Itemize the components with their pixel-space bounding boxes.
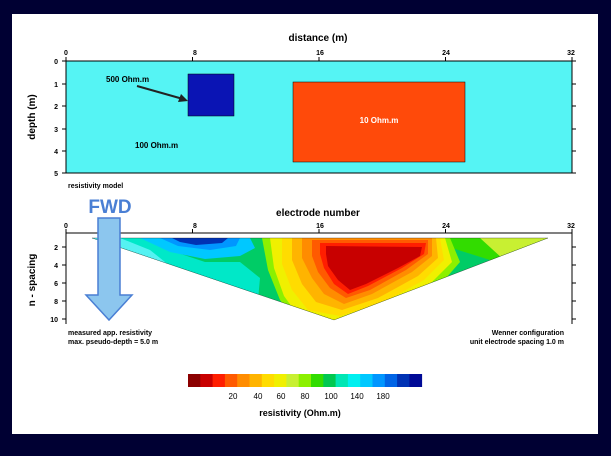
block-10-ohm [292, 81, 466, 163]
colorbar-swatches [188, 374, 423, 387]
colorbar-swatch [212, 374, 226, 387]
pseudo-x-tick-label: 8 [193, 223, 197, 230]
label-500-ohm: 500 Ohm.m [106, 75, 149, 84]
colorbar-swatch [200, 374, 213, 387]
colorbar-swatch [286, 374, 300, 387]
model-y-label: depth (m) [27, 94, 38, 140]
colorbar-swatch [372, 374, 386, 387]
pseudo-x-tick-label: 16 [316, 223, 324, 230]
arrow-500-ohm-head [178, 94, 188, 102]
colorbar-tick-label: 80 [301, 392, 310, 401]
colorbar-swatch [397, 374, 410, 387]
pseudosection-outline [91, 237, 549, 321]
fwd-arrow [84, 217, 134, 322]
model-x-tick-label: 32 [567, 50, 575, 57]
pseudo-y-tick-label: 6 [54, 281, 58, 288]
colorbar-swatch [274, 374, 287, 387]
pseudo-y-tick-label: 8 [54, 299, 58, 306]
colorbar-tick-label: 180 [376, 392, 390, 401]
pseudo-x-tick-label: 24 [442, 223, 450, 230]
pseudo-caption-right-1: Wenner configuration [492, 330, 564, 337]
model-caption: resistivity model [68, 183, 123, 190]
pseudo-x-tick-label: 0 [64, 223, 68, 230]
pseudo-title: electrode number [276, 208, 360, 219]
colorbar-title: resistivity (Ohm.m) [259, 408, 341, 418]
fwd-label: FWD [88, 197, 131, 218]
model-y-tick-label: 2 [54, 104, 58, 111]
colorbar-swatch [298, 374, 312, 387]
colorbar-tick-label: 140 [350, 392, 364, 401]
model-y-tick-label: 0 [54, 59, 58, 66]
model-y-tick-label: 4 [54, 149, 58, 156]
pseudo-x-axis: 0 8 16 24 32 [64, 223, 575, 233]
model-x-axis: 0 8 16 24 32 [64, 50, 575, 61]
colorbar-swatch [261, 374, 275, 387]
colorbar-tick-label: 100 [324, 392, 338, 401]
fwd-annotation: FWD [84, 197, 134, 322]
colorbar: 20 40 60 80 100 140 180 resistivity (Ohm… [188, 374, 423, 418]
resistivity-model: distance (m) 0 8 16 24 32 0 1 2 3 [27, 33, 576, 190]
colorbar-swatch [311, 374, 324, 387]
colorbar-swatch [347, 374, 361, 387]
pseudo-y-tick-label: 2 [54, 245, 58, 252]
model-y-tick-label: 5 [54, 171, 58, 178]
contour-band-darkblue [172, 238, 228, 245]
model-y-axis: 0 1 2 3 4 5 depth (m) [27, 59, 576, 178]
label-100-ohm: 100 Ohm.m [135, 141, 178, 150]
colorbar-tick-label: 60 [277, 392, 286, 401]
model-y-tick-label: 3 [54, 127, 58, 134]
pseudo-y-label: n - spacing [27, 254, 38, 307]
block-500-ohm [187, 73, 235, 117]
pseudo-y-tick-label: 4 [54, 263, 58, 270]
model-x-tick-label: 16 [316, 50, 324, 57]
colorbar-swatch [249, 374, 263, 387]
colorbar-swatch [335, 374, 349, 387]
colorbar-tick-label: 40 [254, 392, 263, 401]
model-title: distance (m) [289, 33, 348, 44]
arrow-500-ohm-line [136, 85, 184, 100]
label-10-ohm: 10 Ohm.m [360, 116, 399, 125]
colorbar-swatch [323, 374, 336, 387]
model-x-tick-label: 8 [193, 50, 197, 57]
colorbar-swatch [224, 374, 238, 387]
model-y-tick-label: 1 [54, 82, 58, 89]
pseudo-caption-left-1: measured app. resistivity [68, 330, 152, 337]
colorbar-swatch [409, 374, 423, 387]
pseudo-y-tick-label: 10 [50, 317, 58, 324]
colorbar-tick-label: 20 [229, 392, 238, 401]
pseudo-caption-left-2: max. pseudo-depth = 5.0 m [68, 339, 158, 346]
contour-band-darkred [326, 246, 422, 290]
pseudo-caption-right-2: unit electrode spacing 1.0 m [470, 339, 564, 346]
colorbar-swatch [237, 374, 250, 387]
pseudo-x-tick-label: 32 [567, 223, 575, 230]
model-x-tick-label: 24 [442, 50, 450, 57]
pseudo-y-axis: 2 4 6 8 10 n - spacing [27, 245, 576, 324]
model-x-tick-label: 0 [64, 50, 68, 57]
colorbar-swatch [360, 374, 373, 387]
colorbar-swatch [384, 374, 398, 387]
colorbar-swatch [188, 374, 201, 387]
